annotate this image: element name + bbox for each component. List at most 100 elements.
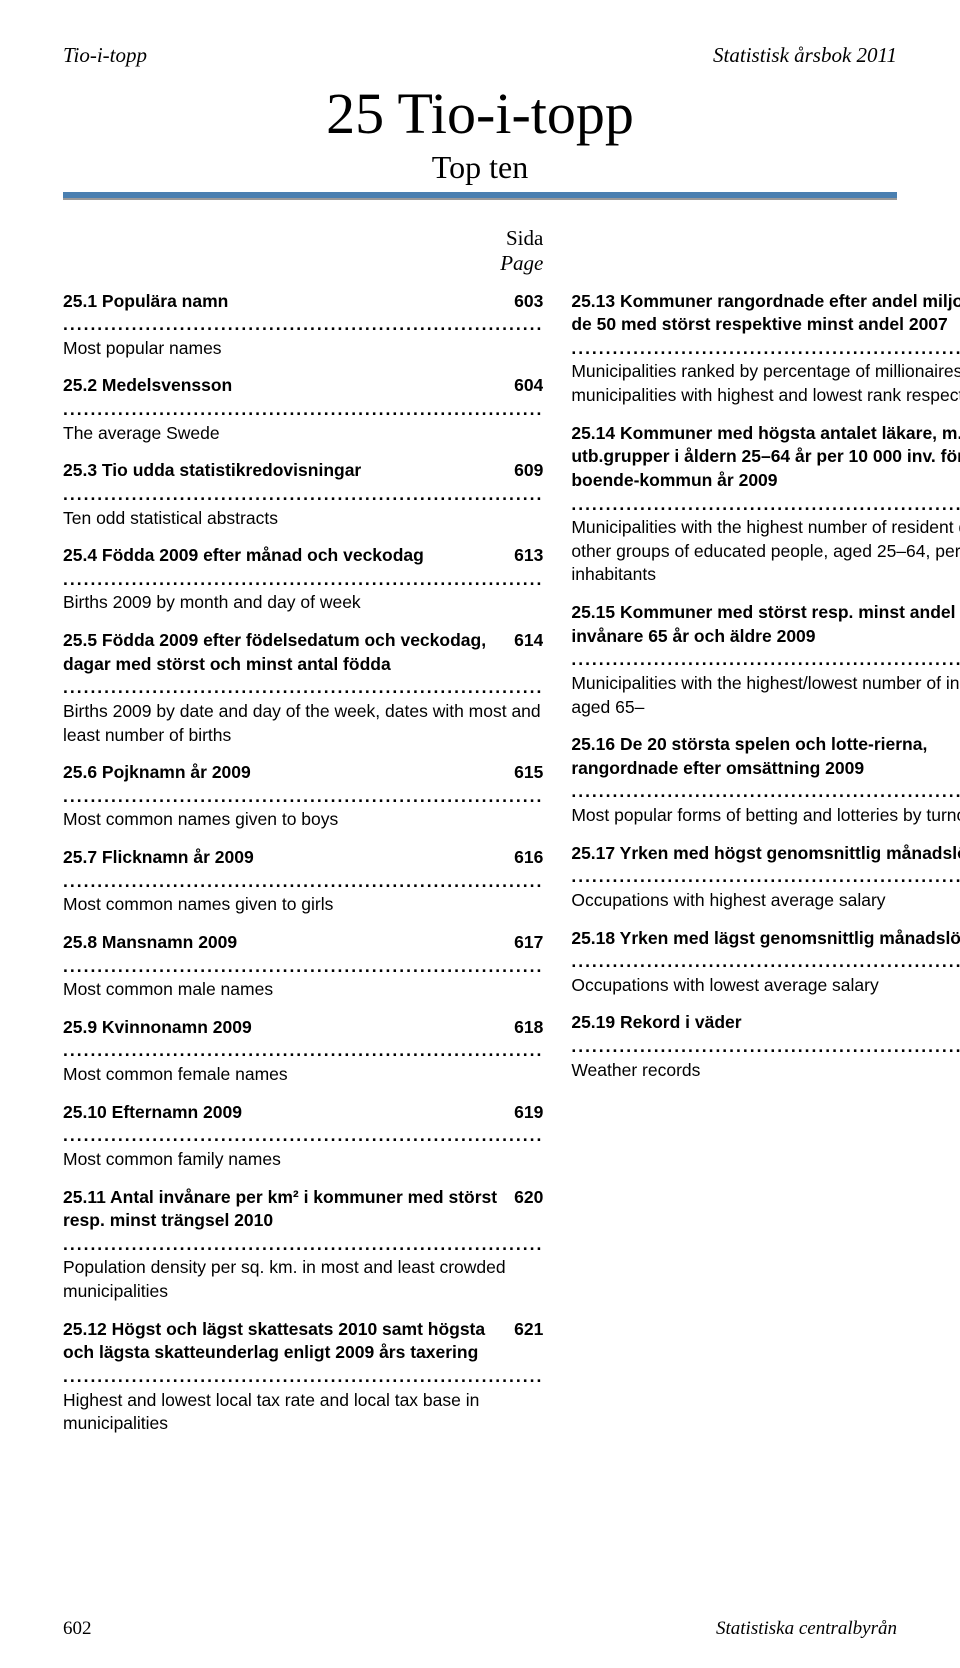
toc-entry-subtitle: Births 2009 by month and day of week <box>63 591 543 615</box>
toc-entry-leader-dots: ........................................… <box>63 1366 543 1386</box>
footer-page-number: 602 <box>63 1618 92 1640</box>
toc-entry-title-text: 25.14 Kommuner med högsta antalet läkare… <box>571 423 960 490</box>
toc-entry: 613 25.4 Födda 2009 efter månad och vecko… <box>63 544 543 615</box>
left-column: Sida Page 60325.1 Populära namn ........… <box>63 226 543 1450</box>
toc-entry-title-text: 25.8 Mansnamn 2009 <box>63 932 237 952</box>
toc-entry-title: 61625.7 Flicknamn år 2009 ..............… <box>63 846 543 893</box>
toc-entry-subtitle: Highest and lowest local tax rate and lo… <box>63 1389 543 1436</box>
toc-entry-leader-dots: ........................................… <box>63 1125 543 1145</box>
toc-entry-leader-dots: ........................................… <box>63 484 543 504</box>
toc-entry: 621 25.12 Högst och lägst skattesats 2010… <box>63 1318 543 1436</box>
toc-entry: 619 25.10 Efternamn 2009 ................… <box>63 1101 543 1172</box>
toc-entry: 60925.3 Tio udda statistikredovisningar … <box>63 459 543 530</box>
toc-entry-title: 62525.17 Yrken med högst genomsnittlig m… <box>571 842 960 889</box>
toc-entry-pagenum: 619 <box>514 1101 543 1125</box>
toc-entry-title-text: 25.9 Kvinnonamn 2009 <box>63 1017 252 1037</box>
toc-entry-title: 62625.19 Rekord i väder ................… <box>571 1011 960 1058</box>
toc-entry-subtitle: Most common family names <box>63 1148 543 1172</box>
column-head-left: Sida Page <box>63 226 543 276</box>
toc-entry-leader-dots: ........................................… <box>571 649 960 669</box>
toc-entry-title-text: 25.11 Antal invånare per km² i kommuner … <box>63 1187 497 1231</box>
toc-entry-subtitle: The average Swede <box>63 422 543 446</box>
toc-entry-pagenum: 603 <box>514 290 543 314</box>
toc-entry: 62425.16 De 20 största spelen och lotte-… <box>571 733 960 828</box>
toc-entry-pagenum: 613 <box>514 544 543 568</box>
toc-entry-subtitle: Births 2009 by date and day of the week,… <box>63 700 543 747</box>
toc-entry-subtitle: Most popular names <box>63 337 543 361</box>
toc-entry-subtitle: Most popular forms of betting and lotter… <box>571 804 960 828</box>
toc-entry-leader-dots: ........................................… <box>63 399 543 419</box>
toc-entry-pagenum: 616 <box>514 846 543 870</box>
toc-entry-pagenum: 615 <box>514 761 543 785</box>
header-left: Tio-i-topp <box>63 43 147 68</box>
toc-entry-pagenum: 604 <box>514 374 543 398</box>
toc-entry-title-text: 25.3 Tio udda statistikredovisningar <box>63 460 361 480</box>
toc-entry-leader-dots: ........................................… <box>63 956 543 976</box>
toc-entry-title-text: 25.16 De 20 största spelen och lotte-rie… <box>571 734 927 778</box>
right-column: Sida Page 62225.13 Kommuner rangordnade … <box>571 226 960 1450</box>
toc-entry-title: 60325.1 Populära namn ..................… <box>63 290 543 337</box>
toc-columns: Sida Page 60325.1 Populära namn ........… <box>63 226 897 1450</box>
toc-entry-title-text: 25.7 Flicknamn år 2009 <box>63 847 254 867</box>
toc-entry-title: 613 25.4 Födda 2009 efter månad och vecko… <box>63 544 543 591</box>
toc-entry-title: 620 25.11 Antal invånare per km² i kommun… <box>63 1186 543 1257</box>
toc-entry: 620 25.11 Antal invånare per km² i kommun… <box>63 1186 543 1304</box>
toc-entry: 617 25.8 Mansnamn 2009 ..................… <box>63 931 543 1002</box>
toc-entry: 61625.7 Flicknamn år 2009 ..............… <box>63 846 543 917</box>
toc-entry-title: 61525.6 Pojknamn år 2009 ...............… <box>63 761 543 808</box>
toc-entry-title: 60425.2 Medelsvensson ..................… <box>63 374 543 421</box>
toc-entry-title-text: 25.15 Kommuner med störst resp. minst an… <box>571 602 955 646</box>
toc-entry-subtitle: Municipalities ranked by percentage of m… <box>571 360 960 407</box>
toc-entry-title-text: 25.13 Kommuner rangordnade efter andel m… <box>571 291 960 335</box>
toc-entry-title: 619 25.10 Efternamn 2009 ................… <box>63 1101 543 1148</box>
toc-entry-leader-dots: ........................................… <box>571 338 960 358</box>
toc-entry-title: 62325.14 Kommuner med högsta antalet läk… <box>571 422 960 517</box>
toc-entry-leader-dots: ........................................… <box>571 781 960 801</box>
toc-entry-subtitle: Municipalities with the highest/lowest n… <box>571 672 960 719</box>
column-head-right: Sida Page <box>571 226 960 276</box>
toc-entry-pagenum: 618 <box>514 1016 543 1040</box>
horizontal-rule <box>63 192 897 200</box>
toc-entry-title-text: 25.4 Födda 2009 efter månad och veckodag <box>63 545 424 565</box>
col-head-sida: Sida <box>571 226 960 251</box>
toc-entry-title: 618 25.9 Kvinnonamn 2009 ................… <box>63 1016 543 1063</box>
toc-entry: 62525.18 Yrken med lägst genomsnittlig m… <box>571 927 960 998</box>
toc-entry-subtitle: Ten odd statistical abstracts <box>63 507 543 531</box>
toc-entry-leader-dots: ........................................… <box>571 866 960 886</box>
col-head-sida: Sida <box>63 226 543 251</box>
toc-entry-subtitle: Most common male names <box>63 978 543 1002</box>
toc-entry-title-text: 25.12 Högst och lägst skattesats 2010 sa… <box>63 1319 485 1363</box>
toc-entry-subtitle: Most common female names <box>63 1063 543 1087</box>
toc-entry-leader-dots: ........................................… <box>63 1040 543 1060</box>
toc-entry-title: 60925.3 Tio udda statistikredovisningar … <box>63 459 543 506</box>
right-entries-list: 62225.13 Kommuner rangordnade efter ande… <box>571 290 960 1083</box>
toc-entry-pagenum: 620 <box>514 1186 543 1210</box>
toc-entry-title-text: 25.10 Efternamn 2009 <box>63 1102 242 1122</box>
toc-entry-title-text: 25.5 Födda 2009 efter födelsedatum och v… <box>63 630 486 674</box>
toc-entry: 61525.6 Pojknamn år 2009 ...............… <box>63 761 543 832</box>
toc-entry-subtitle: Population density per sq. km. in most a… <box>63 1256 543 1303</box>
toc-entry: 618 25.9 Kvinnonamn 2009 ................… <box>63 1016 543 1087</box>
running-footer: 602 Statistiska centralbyrån <box>63 1618 897 1640</box>
toc-entry-leader-dots: ........................................… <box>571 1036 960 1056</box>
toc-entry: 62325.14 Kommuner med högsta antalet läk… <box>571 422 960 587</box>
toc-entry-pagenum: 621 <box>514 1318 543 1342</box>
toc-entry-pagenum: 614 <box>514 629 543 653</box>
toc-entry: 614 25.5 Födda 2009 efter födelsedatum oc… <box>63 629 543 747</box>
toc-entry-title: 62225.13 Kommuner rangordnade efter ande… <box>571 290 960 361</box>
toc-entry-subtitle: Municipalities with the highest number o… <box>571 516 960 587</box>
toc-entry-title-text: 25.6 Pojknamn år 2009 <box>63 762 251 782</box>
toc-entry-leader-dots: ........................................… <box>571 951 960 971</box>
left-entries-list: 60325.1 Populära namn ..................… <box>63 290 543 1436</box>
toc-entry-subtitle: Weather records <box>571 1059 960 1083</box>
toc-entry: 62425.15 Kommuner med störst resp. minst… <box>571 601 960 719</box>
footer-publisher: Statistiska centralbyrån <box>716 1618 897 1640</box>
toc-entry-title: 62425.15 Kommuner med störst resp. minst… <box>571 601 960 672</box>
toc-entry-title: 62525.18 Yrken med lägst genomsnittlig m… <box>571 927 960 974</box>
toc-entry-leader-dots: ........................................… <box>63 1234 543 1254</box>
toc-entry-pagenum: 609 <box>514 459 543 483</box>
toc-entry-pagenum: 617 <box>514 931 543 955</box>
toc-entry-title: 617 25.8 Mansnamn 2009 ..................… <box>63 931 543 978</box>
toc-entry: 60325.1 Populära namn ..................… <box>63 290 543 361</box>
toc-entry-leader-dots: ........................................… <box>63 677 543 697</box>
